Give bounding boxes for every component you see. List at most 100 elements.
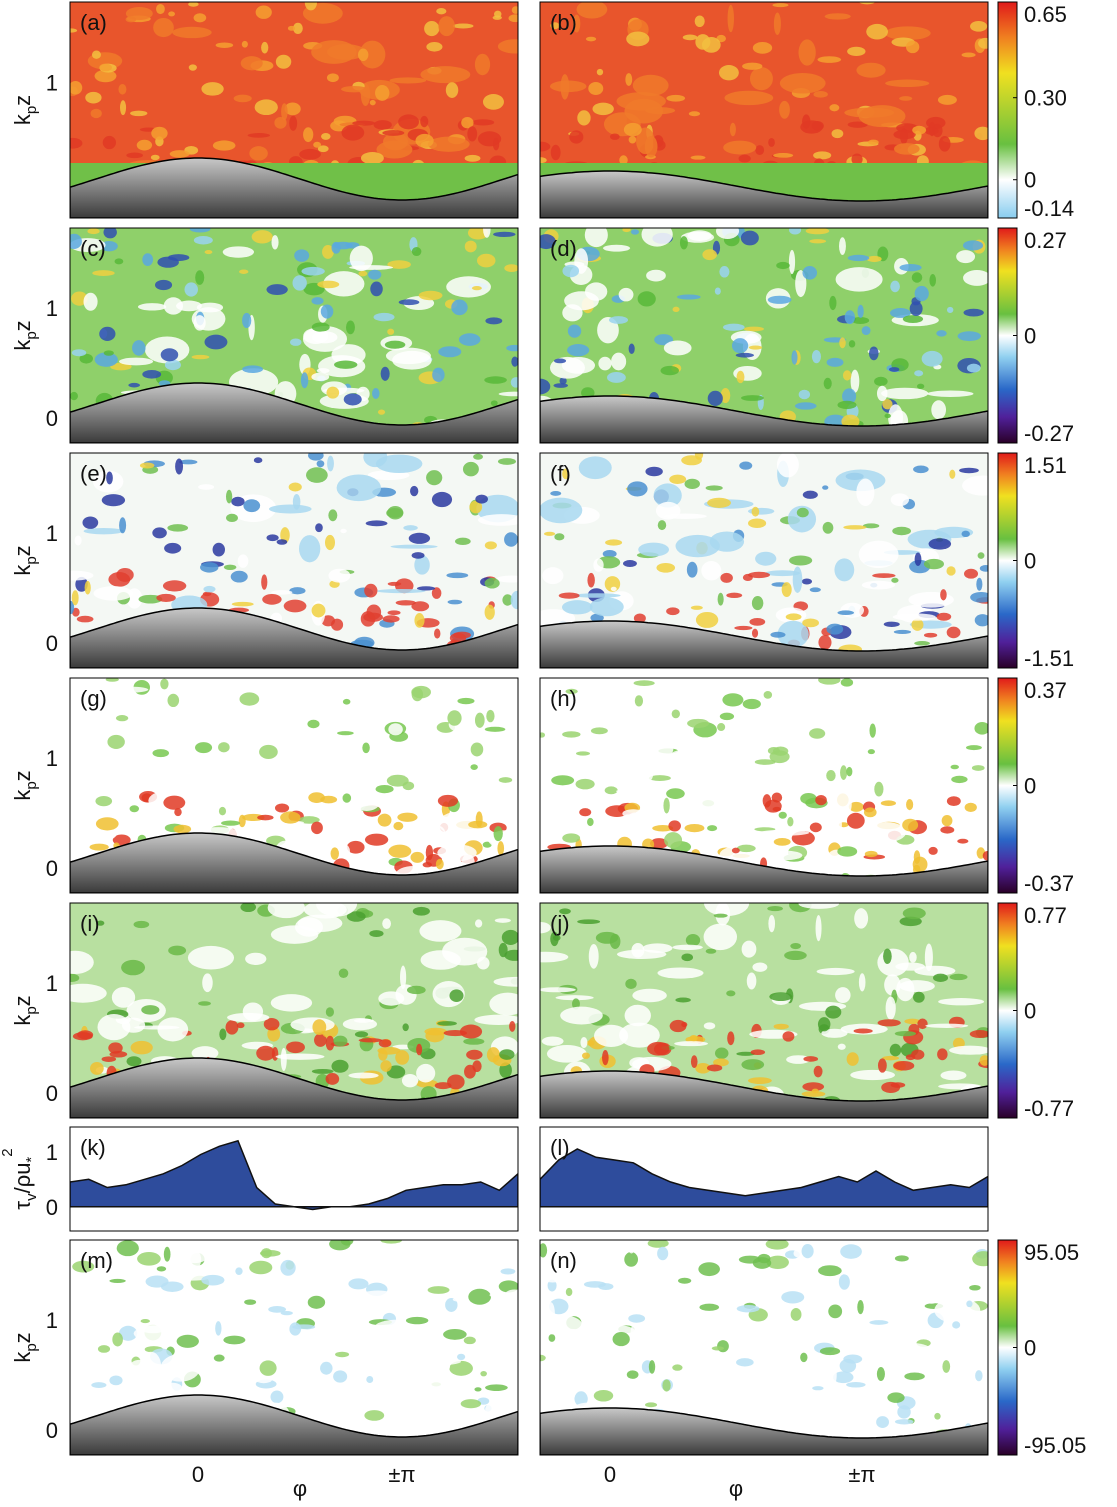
texture xyxy=(336,474,382,502)
panel-content xyxy=(70,1127,518,1231)
texture xyxy=(749,67,773,91)
texture xyxy=(720,572,733,583)
texture xyxy=(164,359,181,371)
panel-label: (c) xyxy=(80,236,106,261)
texture xyxy=(818,635,832,650)
texture xyxy=(678,1277,692,1284)
texture xyxy=(624,1252,639,1267)
texture xyxy=(964,802,977,813)
texture xyxy=(543,531,556,536)
texture xyxy=(442,937,488,966)
texture xyxy=(164,542,182,554)
colorbar-tick-label: -1.51 xyxy=(1024,646,1074,671)
texture xyxy=(83,292,98,311)
texture xyxy=(430,756,451,780)
texture xyxy=(968,1361,988,1368)
texture xyxy=(625,978,637,990)
texture xyxy=(128,382,141,388)
texture xyxy=(592,102,614,116)
texture xyxy=(209,714,225,735)
texture xyxy=(70,80,83,95)
texture xyxy=(937,94,957,105)
texture xyxy=(862,523,880,529)
texture xyxy=(746,972,757,990)
texture xyxy=(436,8,447,15)
texture xyxy=(587,824,618,845)
texture xyxy=(259,1250,281,1257)
texture xyxy=(320,735,356,761)
texture xyxy=(294,249,310,262)
texture xyxy=(913,465,929,474)
texture xyxy=(412,906,430,916)
texture xyxy=(290,1017,335,1033)
panel-label: (f) xyxy=(550,461,571,486)
texture xyxy=(457,697,475,705)
texture xyxy=(402,1023,409,1032)
panel: (c) xyxy=(69,227,519,444)
texture xyxy=(306,467,328,483)
texture xyxy=(142,370,162,379)
texture xyxy=(118,1325,138,1341)
texture xyxy=(114,258,124,265)
texture xyxy=(435,858,444,870)
texture xyxy=(846,1052,859,1066)
texture xyxy=(71,590,79,606)
texture xyxy=(169,150,190,158)
panel: (n) xyxy=(539,1239,989,1456)
panel: (g) xyxy=(69,677,519,894)
wave-surface xyxy=(540,1407,988,1455)
texture xyxy=(510,590,518,610)
texture xyxy=(625,73,633,86)
texture xyxy=(342,1018,378,1031)
texture xyxy=(188,64,197,71)
texture xyxy=(802,1082,825,1092)
texture xyxy=(707,825,718,832)
texture xyxy=(298,535,321,563)
texture xyxy=(757,1253,771,1264)
texture xyxy=(714,287,721,295)
texture xyxy=(672,306,680,312)
texture xyxy=(292,493,301,510)
texture xyxy=(585,36,597,42)
texture xyxy=(212,140,236,151)
texture xyxy=(622,228,631,233)
texture xyxy=(893,143,920,155)
texture xyxy=(443,1329,467,1340)
texture xyxy=(895,1266,933,1280)
texture xyxy=(713,913,728,918)
texture xyxy=(858,105,906,128)
texture xyxy=(657,1246,669,1261)
texture xyxy=(255,5,272,19)
texture xyxy=(239,692,260,706)
texture xyxy=(679,236,688,250)
texture xyxy=(160,348,179,362)
texture xyxy=(792,566,803,593)
texture xyxy=(853,1028,873,1034)
texture xyxy=(837,400,857,410)
texture xyxy=(346,840,365,854)
texture xyxy=(949,973,968,981)
texture xyxy=(963,308,984,317)
texture xyxy=(413,1358,462,1366)
texture xyxy=(156,1266,167,1272)
texture xyxy=(173,824,192,834)
texture xyxy=(427,136,470,152)
texture xyxy=(893,629,912,634)
texture xyxy=(722,323,745,331)
texture xyxy=(92,270,115,276)
label-part: k xyxy=(10,339,35,351)
texture xyxy=(335,1351,350,1358)
texture xyxy=(365,520,388,527)
texture xyxy=(473,453,483,460)
texture xyxy=(546,1044,587,1063)
texture xyxy=(961,530,970,538)
colorbar-tick-label: 95.05 xyxy=(1024,1240,1079,1265)
texture xyxy=(800,120,823,134)
texture xyxy=(877,948,909,977)
texture xyxy=(233,94,252,103)
texture xyxy=(446,276,491,298)
texture xyxy=(627,1240,636,1254)
texture xyxy=(112,699,149,725)
texture xyxy=(575,778,595,790)
texture xyxy=(770,631,786,638)
